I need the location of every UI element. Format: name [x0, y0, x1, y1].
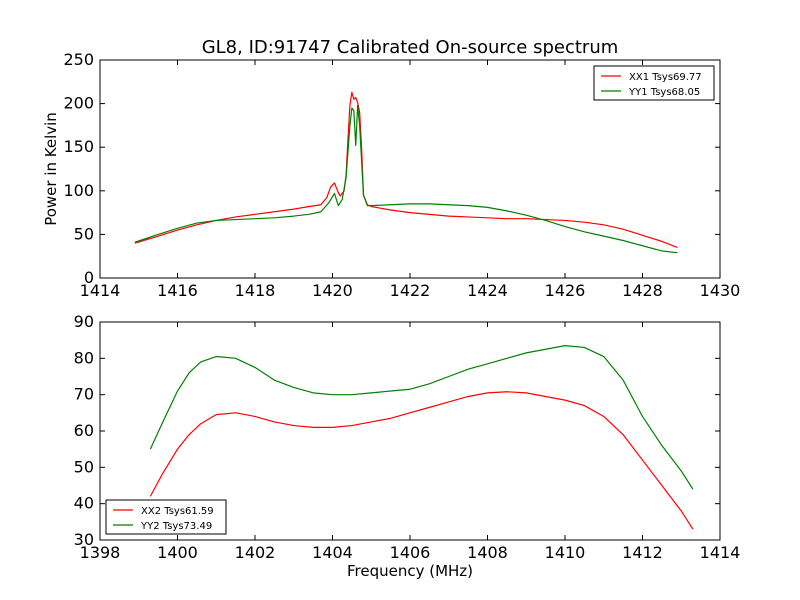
- bottom-x-tick-label: 1400: [157, 543, 198, 562]
- bottom-y-tick-label: 80: [74, 348, 94, 367]
- top-x-tick-label: 1426: [545, 281, 586, 300]
- bottom-x-tick-label: 1402: [235, 543, 276, 562]
- top-spectrum-plot: 1414 1416 1418 1420 1422 1424 1426 1428 1430 0 50 1…: [63, 50, 740, 300]
- bottom-spectrum-plot: 1398 1400 1402 1404 1406 1408 1410 1412 1414 30 40…: [74, 312, 741, 562]
- top-x-tick-label: 1420: [312, 281, 353, 300]
- top-y-tick-label: 100: [63, 181, 94, 200]
- chart-title: GL8, ID:91747 Calibrated On-source spect…: [202, 37, 619, 58]
- top-y-tick-label: 0: [84, 268, 94, 287]
- bottom-x-axis-label: Frequency (MHz): [347, 562, 473, 580]
- bottom-y-tick-label: 50: [74, 457, 94, 476]
- bottom-series-line-1: [149, 391, 694, 530]
- bottom-legend-box: [105, 499, 227, 535]
- top-legend: XX1 Tsys69.77 YY1 Tsys68.05: [593, 65, 715, 101]
- bottom-legend: XX2 Tsys61.59 YY2 Tsys73.49: [105, 499, 227, 535]
- bottom-y-tick-label: 40: [74, 494, 94, 513]
- bottom-x-tick-label: 1398: [80, 543, 121, 562]
- top-x-tick-label: 1430: [700, 281, 741, 300]
- top-x-tick-label: 1418: [235, 281, 276, 300]
- bottom-x-tick-label: 1412: [622, 543, 663, 562]
- top-y-tick-label: 50: [74, 224, 94, 243]
- bottom-y-tick-label: 70: [74, 385, 94, 404]
- bottom-series-line-2: [149, 345, 694, 490]
- bottom-y-tick-label: 60: [74, 421, 94, 440]
- top-x-tick-label: 1422: [390, 281, 431, 300]
- top-series-line-2: [134, 104, 678, 254]
- top-x-tick-label: 1428: [622, 281, 663, 300]
- top-y-tick-label: 150: [63, 137, 94, 156]
- bottom-x-tick-label: 1414: [700, 543, 741, 562]
- bottom-x-tick-label: 1410: [545, 543, 586, 562]
- top-y-tick-label: 200: [63, 94, 94, 113]
- top-x-tick-label: 1424: [467, 281, 508, 300]
- bottom-y-tick-label: 30: [74, 530, 94, 549]
- top-legend-label-1: XX1 Tsys69.77: [629, 72, 702, 83]
- bottom-x-tick-label: 1404: [312, 543, 353, 562]
- top-x-tick-label: 1414: [80, 281, 121, 300]
- top-y-axis-label: Power in Kelvin: [42, 112, 60, 226]
- top-x-tick-label: 1416: [157, 281, 198, 300]
- bottom-legend-label-2: YY2 Tsys73.49: [140, 521, 212, 532]
- top-legend-label-2: YY1 Tsys68.05: [628, 87, 700, 98]
- top-y-tick-label: 250: [63, 50, 94, 69]
- top-legend-box: [593, 65, 715, 101]
- bottom-y-tick-label: 90: [74, 312, 94, 331]
- bottom-legend-label-1: XX2 Tsys61.59: [141, 506, 214, 517]
- bottom-x-tick-label: 1408: [467, 543, 508, 562]
- bottom-x-tick-label: 1406: [390, 543, 431, 562]
